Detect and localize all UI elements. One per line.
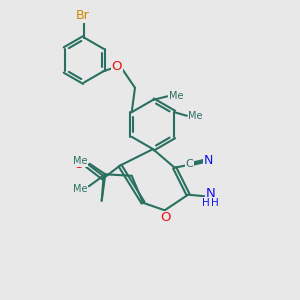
Text: O: O: [112, 60, 122, 73]
Text: Me: Me: [73, 184, 87, 194]
Text: Me: Me: [74, 156, 88, 167]
Text: N: N: [206, 187, 215, 200]
Text: H: H: [211, 198, 219, 208]
Text: Br: Br: [76, 9, 90, 22]
Text: Me: Me: [188, 111, 202, 121]
Text: C: C: [186, 159, 194, 170]
Text: O: O: [73, 158, 84, 171]
Text: N: N: [203, 154, 213, 167]
Text: O: O: [160, 211, 170, 224]
Text: H: H: [202, 198, 210, 208]
Text: Me: Me: [169, 91, 183, 101]
